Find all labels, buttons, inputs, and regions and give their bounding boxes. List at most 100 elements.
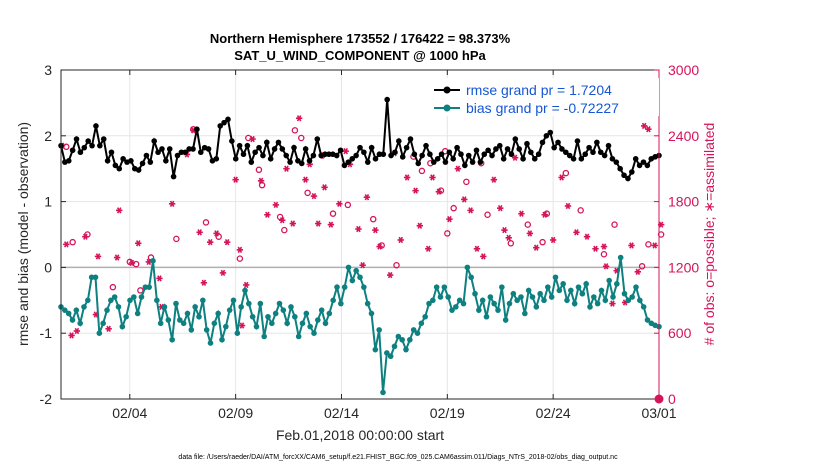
obs-assimilated-stroke bbox=[284, 165, 289, 172]
bias-point bbox=[242, 287, 248, 294]
bias-point bbox=[146, 284, 152, 290]
obs-assimilated-stroke bbox=[593, 245, 598, 252]
obs-assimilated-stroke bbox=[527, 230, 533, 237]
obs-assimilated-marker bbox=[505, 234, 512, 241]
bias-point bbox=[157, 320, 164, 327]
bias-point bbox=[621, 290, 628, 297]
rmse-point bbox=[143, 152, 150, 159]
obs-assimilated-marker bbox=[223, 239, 231, 246]
bias-point bbox=[234, 330, 241, 337]
rmse-point bbox=[415, 160, 422, 167]
bias-point bbox=[338, 300, 344, 307]
obs-assimilated-marker bbox=[564, 202, 572, 210]
obs-possible-marker bbox=[645, 241, 652, 248]
obs-assimilated-marker bbox=[135, 240, 142, 247]
obs-assimilated-marker bbox=[363, 194, 371, 201]
rmse-point bbox=[477, 159, 484, 165]
bias-point bbox=[261, 333, 267, 340]
obs-possible-marker bbox=[600, 250, 608, 258]
obs-assimilated-marker bbox=[168, 200, 176, 207]
rmse-point bbox=[586, 144, 592, 151]
rmse-point bbox=[609, 156, 616, 162]
obs-assimilated-stroke bbox=[146, 258, 152, 266]
obs-assimilated-stroke bbox=[550, 236, 556, 244]
bias-point bbox=[361, 284, 367, 290]
rmse-point bbox=[108, 149, 115, 156]
obs-assimilated-marker bbox=[454, 165, 462, 172]
obs-assimilated-marker bbox=[446, 215, 453, 223]
rmse-point bbox=[396, 138, 402, 144]
axis-ticks: 02/04 02/09 02/14 02/19 02/24 03/01 -2 -1 0 1 2 3 0 6… bbox=[40, 62, 700, 421]
obs-assimilated-marker bbox=[518, 210, 525, 217]
bias-point bbox=[88, 274, 95, 281]
rmse-point bbox=[337, 147, 344, 154]
obs-assimilated-marker bbox=[128, 259, 136, 267]
rmse-point bbox=[423, 142, 429, 149]
obs-assimilated-stroke bbox=[413, 187, 418, 194]
bias-point bbox=[184, 310, 191, 317]
obs-assimilated-marker bbox=[376, 243, 383, 250]
obs-possible-marker bbox=[304, 189, 311, 197]
rmse-point bbox=[578, 156, 585, 162]
obs-assimilated-stroke bbox=[116, 207, 122, 214]
bias-point bbox=[514, 297, 520, 304]
rmse-point bbox=[361, 149, 367, 156]
rmse-point bbox=[147, 159, 154, 165]
obs-assimilated-stroke bbox=[635, 268, 641, 275]
obs-assimilated-marker bbox=[196, 229, 203, 236]
bias-point bbox=[165, 317, 172, 323]
bias-point bbox=[522, 310, 528, 317]
obs-assimilated-stroke bbox=[220, 269, 226, 277]
bias-point bbox=[207, 340, 214, 346]
rmse-point bbox=[512, 136, 519, 142]
obs-assimilated-stroke bbox=[343, 147, 349, 155]
rmse-point bbox=[629, 169, 635, 175]
rmse-point bbox=[636, 162, 643, 169]
bias-point bbox=[177, 317, 183, 323]
obs-assimilated-marker bbox=[200, 279, 208, 286]
bias-point bbox=[111, 294, 118, 300]
rmse-point bbox=[236, 142, 243, 149]
obs-assimilated-stroke bbox=[491, 176, 497, 183]
obs-assimilated-stroke bbox=[629, 242, 634, 249]
rmse-point bbox=[104, 158, 111, 164]
rmse-point bbox=[229, 138, 235, 144]
rmse-point bbox=[539, 139, 546, 146]
bias-point bbox=[499, 284, 505, 290]
obs-assimilated-stroke bbox=[201, 279, 207, 286]
obs-assimilated-marker bbox=[68, 332, 75, 339]
bias-point bbox=[376, 327, 382, 333]
x-tick-label: 02/04 bbox=[112, 405, 147, 421]
rmse-point bbox=[496, 142, 503, 149]
obs-assimilated-stroke bbox=[303, 176, 308, 183]
obs-assimilated-stroke bbox=[519, 210, 524, 217]
bias-point bbox=[453, 304, 459, 310]
obs-assimilated-stroke bbox=[157, 275, 162, 282]
bias-point bbox=[456, 297, 463, 304]
rmse-point bbox=[306, 158, 313, 164]
chart-title-line1: Northern Hemisphere 173552 / 176422 = 98… bbox=[210, 31, 511, 46]
rmse-point bbox=[500, 156, 507, 162]
obs-assimilated-stroke bbox=[601, 243, 607, 250]
rmse-point bbox=[446, 149, 453, 156]
bias-point bbox=[180, 320, 187, 327]
obs-assimilated-marker bbox=[116, 207, 123, 214]
obs-possible-marker bbox=[236, 255, 244, 262]
obs-assimilated-stroke bbox=[468, 207, 473, 214]
obs-assimilated-stroke bbox=[237, 246, 243, 254]
rmse-point bbox=[264, 139, 270, 146]
obs-assimilated-stroke bbox=[328, 221, 334, 228]
series-lines bbox=[58, 96, 662, 396]
rmse-point bbox=[244, 142, 251, 149]
obs-assimilated-marker bbox=[501, 226, 508, 234]
bias-point bbox=[73, 307, 80, 313]
obs-assimilated-marker bbox=[327, 221, 335, 228]
rmse-point bbox=[380, 151, 387, 158]
bias-point bbox=[223, 323, 229, 330]
obs-assimilated-stroke bbox=[398, 236, 404, 244]
bias-point bbox=[330, 297, 336, 304]
obs-assimilated-marker bbox=[342, 147, 349, 155]
bias-point bbox=[525, 287, 532, 294]
x-tick-label: 02/24 bbox=[536, 405, 571, 421]
bias-point bbox=[357, 274, 363, 281]
